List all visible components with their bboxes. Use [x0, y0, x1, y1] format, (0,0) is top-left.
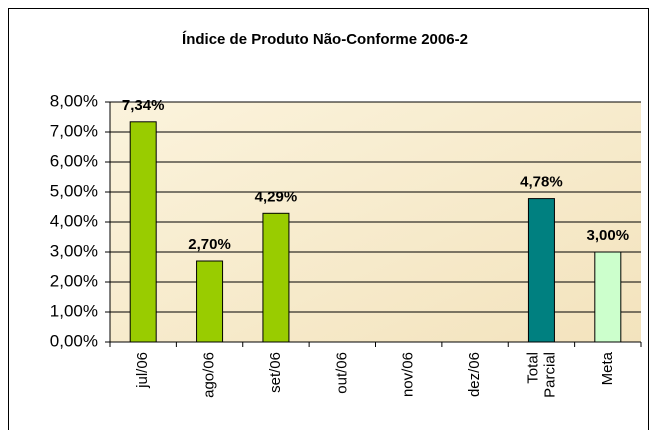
y-tick-label: 6,00% [50, 151, 98, 170]
x-tick-label-line: Total [524, 352, 541, 384]
bar [129, 121, 157, 343]
chart-title: Índice de Produto Não-Conforme 2006-2 [182, 31, 468, 48]
bar [262, 212, 290, 343]
y-tick-label: 4,00% [50, 211, 98, 230]
value-label: 4,78% [520, 174, 563, 191]
bar [594, 251, 622, 343]
value-label: 2,70% [188, 236, 231, 253]
y-tick-label: 8,00% [50, 91, 98, 110]
x-tick-label: dez/06 [466, 352, 483, 397]
bar [527, 198, 555, 343]
y-tick-label: 3,00% [50, 241, 98, 260]
x-tick-label: jul/06 [134, 352, 151, 389]
x-tick-label: set/06 [267, 352, 284, 393]
value-label: 7,34% [122, 97, 165, 114]
y-tick-label: 2,00% [50, 271, 98, 290]
x-tick-label: nov/06 [400, 352, 417, 397]
x-tick-label: TotalParcial [524, 352, 558, 398]
y-tick-label: 7,00% [50, 121, 98, 140]
x-tick-label: ago/06 [201, 352, 218, 398]
x-tick-label: Meta [599, 351, 616, 385]
x-tick-label-line: Parcial [541, 352, 558, 398]
y-tick-label: 5,00% [50, 181, 98, 200]
value-label: 4,29% [255, 188, 298, 205]
x-tick-label: out/06 [333, 352, 350, 394]
value-label: 3,00% [587, 227, 630, 244]
y-tick-label: 1,00% [50, 301, 98, 320]
bar [196, 260, 224, 343]
y-tick-label: 0,00% [50, 331, 98, 350]
